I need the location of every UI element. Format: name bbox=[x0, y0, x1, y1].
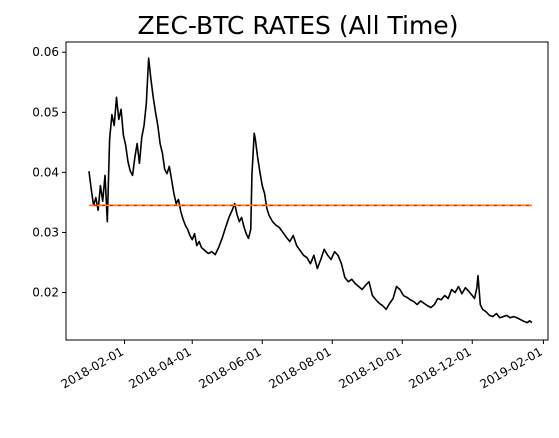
x-tick-label: 2018-02-01 bbox=[59, 344, 126, 391]
y-tick-label: 0.05 bbox=[32, 105, 59, 119]
x-tick-label: 2018-10-01 bbox=[336, 344, 403, 391]
y-tick-label: 0.04 bbox=[32, 165, 59, 179]
y-tick-label: 0.02 bbox=[32, 286, 59, 300]
x-tick-label: 2018-12-01 bbox=[406, 344, 473, 391]
y-tick-label: 0.06 bbox=[32, 45, 59, 59]
chart-title: ZEC-BTC RATES (All Time) bbox=[138, 11, 459, 40]
series-price bbox=[88, 57, 533, 324]
x-tick-label: 2018-08-01 bbox=[266, 344, 333, 391]
x-tick-label: 2019-02-01 bbox=[478, 344, 545, 391]
plot-area: 0.02 0.03 0.04 0.05 0.06 2018-02-01 2018-04-01… bbox=[32, 41, 549, 391]
axes-frame bbox=[65, 41, 549, 341]
x-tick-label: 2018-06-01 bbox=[196, 344, 263, 391]
y-tick-label: 0.03 bbox=[32, 225, 59, 239]
x-tick-label: 2018-04-01 bbox=[126, 344, 193, 391]
